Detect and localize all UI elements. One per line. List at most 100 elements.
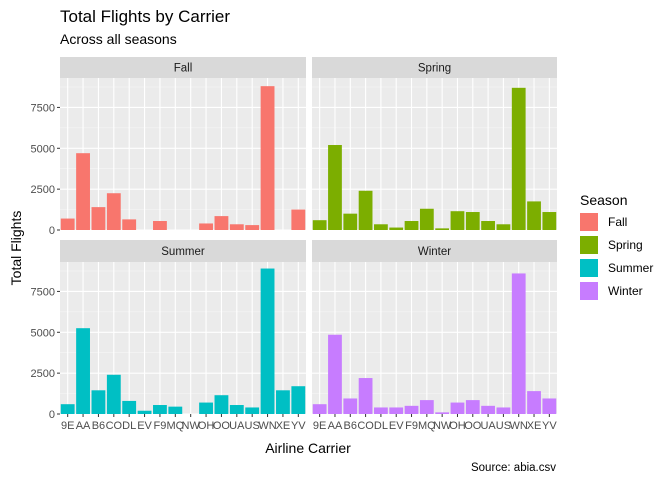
x-tick-label: WN — [510, 420, 528, 432]
bar-summer-dl — [122, 400, 137, 414]
x-tick-label: XE — [527, 420, 542, 432]
x-tick-label: OH — [198, 420, 215, 432]
bar-summer-9e — [60, 404, 75, 414]
bar-fall-yv — [291, 209, 306, 230]
x-tick-label: WN — [258, 420, 276, 432]
facet-strip-label: Spring — [418, 63, 451, 75]
bar-spring-mq — [419, 208, 434, 230]
facet-panel-spring: Spring — [312, 57, 557, 231]
y-tick-label: 0 — [49, 409, 55, 421]
bar-summer-f9 — [153, 405, 167, 414]
x-tick-label: US — [496, 420, 511, 432]
bar-fall-9e — [60, 218, 75, 230]
x-tick-label: MQ — [166, 420, 184, 432]
y-tick-label: 7500 — [31, 286, 55, 298]
bar-winter-9e — [312, 404, 327, 414]
x-tick-label: XE — [276, 420, 291, 432]
bar-spring-ua — [481, 221, 495, 230]
chart-title: Total Flights by Carrier — [60, 7, 230, 26]
x-tick-label: YV — [542, 420, 557, 432]
bar-winter-ev — [389, 407, 404, 414]
x-tick-label: CO — [106, 420, 123, 432]
x-tick-label: B6 — [344, 420, 357, 432]
x-tick-label: CO — [357, 420, 374, 432]
x-tick-label: DL — [122, 420, 136, 432]
x-tick-label: UA — [229, 420, 245, 432]
y-tick-label: 5000 — [31, 143, 55, 155]
bar-summer-ua — [229, 405, 244, 414]
x-tick-label: AA — [328, 420, 343, 432]
bar-spring-co — [358, 190, 373, 230]
bar-spring-yv — [542, 212, 557, 230]
bar-spring-ev — [389, 227, 404, 230]
bar-fall-aa — [76, 153, 90, 230]
bar-winter-nw — [435, 412, 450, 414]
bar-summer-wn — [260, 268, 275, 414]
bar-fall-ua — [229, 224, 244, 230]
bar-spring-oo — [465, 212, 480, 230]
x-tick-label: F9 — [405, 420, 418, 432]
bar-spring-xe — [527, 201, 541, 230]
bar-winter-xe — [527, 391, 541, 414]
y-tick-label: 0 — [49, 225, 55, 237]
legend-label-summer: Summer — [608, 261, 653, 275]
bar-winter-b6 — [343, 398, 358, 414]
chart-subtitle: Across all seasons — [60, 31, 177, 47]
bar-fall-oh — [199, 223, 213, 230]
x-tick-label: MQ — [418, 420, 436, 432]
y-tick-label: 7500 — [31, 102, 55, 114]
bar-summer-co — [106, 374, 121, 414]
x-axis-title: Airline Carrier — [265, 440, 351, 456]
bar-winter-co — [358, 378, 373, 414]
bar-fall-co — [106, 193, 121, 230]
legend-title: Season — [580, 192, 627, 208]
x-tick-label: US — [245, 420, 260, 432]
bar-winter-yv — [542, 398, 557, 414]
legend-key-fall — [580, 213, 598, 231]
bar-summer-ev — [137, 410, 152, 414]
facet-panel-fall: Fall 0 2500 5000 7500 — [31, 57, 306, 237]
x-tick-label: B6 — [92, 420, 105, 432]
bar-fall-oo — [214, 216, 229, 230]
x-tick-label: OH — [449, 420, 466, 432]
x-tick-label: EV — [389, 420, 404, 432]
bar-winter-wn — [511, 273, 526, 414]
x-tick-label: AA — [76, 420, 91, 432]
y-tick-label: 5000 — [31, 327, 55, 339]
bar-winter-mq — [419, 400, 434, 414]
y-tick-label: 2500 — [31, 368, 55, 380]
bar-spring-oh — [450, 211, 465, 230]
x-tick-label: YV — [291, 420, 306, 432]
chart-caption: Source: abia.csv — [471, 462, 556, 474]
x-tick-label: 9E — [61, 420, 74, 432]
x-tick-label: OO — [464, 420, 482, 432]
bar-spring-us — [496, 224, 511, 230]
legend-label-spring: Spring — [608, 238, 643, 252]
facet-strip-label: Summer — [161, 246, 205, 258]
bar-summer-us — [245, 407, 260, 414]
x-tick-label: EV — [137, 420, 152, 432]
bar-spring-aa — [328, 145, 342, 230]
bar-summer-yv — [291, 386, 306, 414]
bar-winter-us — [496, 407, 511, 414]
facet-strip — [60, 240, 306, 262]
facet-strip — [60, 57, 306, 78]
x-tick-label: UA — [480, 420, 496, 432]
bar-winter-dl — [374, 407, 388, 414]
bar-winter-oo — [465, 400, 480, 414]
legend-label-winter: Winter — [608, 284, 643, 298]
bar-spring-b6 — [343, 213, 358, 230]
legend-key-spring — [580, 236, 598, 254]
bar-spring-f9 — [404, 221, 419, 230]
x-tick-label: F9 — [154, 420, 167, 432]
bar-spring-wn — [511, 87, 526, 230]
bar-fall-wn — [260, 86, 275, 230]
legend-key-winter — [580, 282, 598, 300]
bar-summer-aa — [76, 328, 90, 414]
bar-spring-9e — [312, 220, 327, 230]
bar-winter-oh — [450, 402, 465, 414]
bar-summer-oh — [199, 402, 213, 414]
bar-summer-mq — [168, 406, 183, 414]
